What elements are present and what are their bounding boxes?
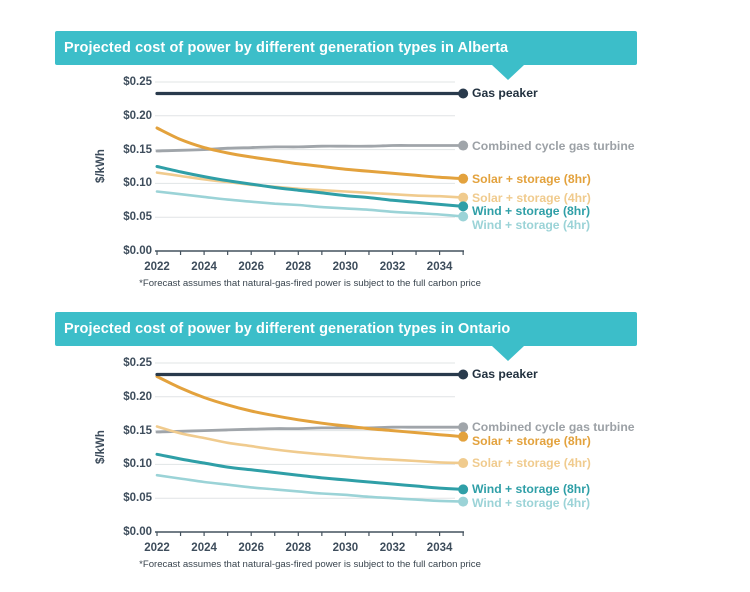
series-endpoint-solar-storage-8hr <box>458 431 469 442</box>
x-tick-label: 2034 <box>426 261 453 273</box>
y-tick-label: $0.25 <box>123 76 152 88</box>
legend-label-gas-peaker: Gas peaker <box>472 367 538 382</box>
x-tick-label: 2034 <box>426 542 453 554</box>
x-tick-label: 2022 <box>144 542 170 554</box>
x-tick-label: 2030 <box>332 261 359 273</box>
x-tick-label: 2032 <box>379 542 406 554</box>
x-tick-label: 2024 <box>191 261 217 273</box>
legend-label-combined-cycle-gas-turbine: Combined cycle gas turbine <box>472 420 635 435</box>
series-endpoint-wind-storage-4hr <box>458 496 469 507</box>
y-tick-label: $0.20 <box>123 109 152 122</box>
footnote: *Forecast assumes that natural-gas-fired… <box>139 278 481 289</box>
series-endpoint-gas-peaker <box>458 369 469 380</box>
series-endpoint-wind-storage-8hr <box>458 201 469 212</box>
y-tick-label: $0.20 <box>123 390 152 403</box>
series-endpoint-solar-storage-8hr <box>458 173 469 184</box>
x-tick-label: 2028 <box>285 261 312 273</box>
banner-pointer-icon <box>492 65 524 80</box>
chart-title-banner: Projected cost of power by different gen… <box>55 31 637 80</box>
series-line-solar-storage-4hr <box>155 171 465 199</box>
banner-pointer-icon <box>492 346 524 361</box>
x-tick-label: 2024 <box>191 542 217 554</box>
legend-label-solar-storage-4hr: Solar + storage (4hr) <box>472 190 591 205</box>
x-tick-label: 2022 <box>144 261 170 273</box>
series-endpoint-gas-peaker <box>458 88 469 99</box>
legend-label-wind-storage-4hr: Wind + storage (4hr) <box>472 217 591 232</box>
series-line-combined-cycle-gas-turbine <box>155 425 465 434</box>
x-tick-label: 2028 <box>285 542 312 554</box>
y-tick-label: $0.00 <box>123 245 152 257</box>
y-tick-label: $0.05 <box>123 211 152 224</box>
x-tick-label: 2032 <box>379 261 406 273</box>
chart-canvas <box>155 81 469 255</box>
chart-title-banner: Projected cost of power by different gen… <box>55 312 637 361</box>
chart-canvas <box>155 362 469 536</box>
x-tick-label: 2026 <box>238 261 264 273</box>
series-line-solar-storage-8hr <box>155 375 465 439</box>
legend-label-solar-storage-8hr: Solar + storage (8hr) <box>472 433 591 448</box>
series-endpoint-wind-storage-4hr <box>458 211 469 222</box>
series-endpoint-solar-storage-4hr <box>458 192 469 203</box>
legend-label-wind-storage-8hr: Wind + storage (8hr) <box>472 204 591 219</box>
series-endpoint-combined-cycle-gas-turbine <box>458 422 469 433</box>
series-endpoint-solar-storage-4hr <box>458 458 469 469</box>
y-tick-label: $0.00 <box>123 526 152 538</box>
legend-label-solar-storage-4hr: Solar + storage (4hr) <box>472 456 591 471</box>
series-line-wind-storage-4hr <box>155 473 465 503</box>
x-tick-label: 2026 <box>238 542 264 554</box>
y-tick-label: $0.15 <box>123 143 152 156</box>
y-tick-label: $0.10 <box>123 177 152 190</box>
legend-label-combined-cycle-gas-turbine: Combined cycle gas turbine <box>472 138 635 153</box>
series-endpoint-combined-cycle-gas-turbine <box>458 140 469 151</box>
footnote: *Forecast assumes that natural-gas-fired… <box>139 559 481 570</box>
series-line-wind-storage-8hr <box>155 452 465 491</box>
series-endpoint-wind-storage-8hr <box>458 484 469 495</box>
chart-ontario: Projected cost of power by different gen… <box>0 281 750 577</box>
y-tick-label: $0.25 <box>123 357 152 369</box>
legend-label-solar-storage-8hr: Solar + storage (8hr) <box>472 171 591 186</box>
y-tick-label: $0.05 <box>123 492 152 505</box>
chart-title: Projected cost of power by different gen… <box>64 40 509 56</box>
y-tick-label: $0.10 <box>123 458 152 471</box>
chart-alberta: Projected cost of power by different gen… <box>55 31 637 289</box>
legend-label-gas-peaker: Gas peaker <box>472 86 538 101</box>
legend-label-wind-storage-8hr: Wind + storage (8hr) <box>472 482 591 497</box>
series-line-wind-storage-4hr <box>155 190 465 218</box>
y-tick-label: $0.15 <box>123 424 152 437</box>
legend-label-wind-storage-4hr: Wind + storage (4hr) <box>472 495 591 510</box>
x-tick-label: 2030 <box>332 542 359 554</box>
chart-title: Projected cost of power by different gen… <box>64 321 511 337</box>
series-line-solar-storage-4hr <box>155 425 465 465</box>
series-line-wind-storage-8hr <box>155 165 465 208</box>
series-line-solar-storage-8hr <box>155 126 465 181</box>
